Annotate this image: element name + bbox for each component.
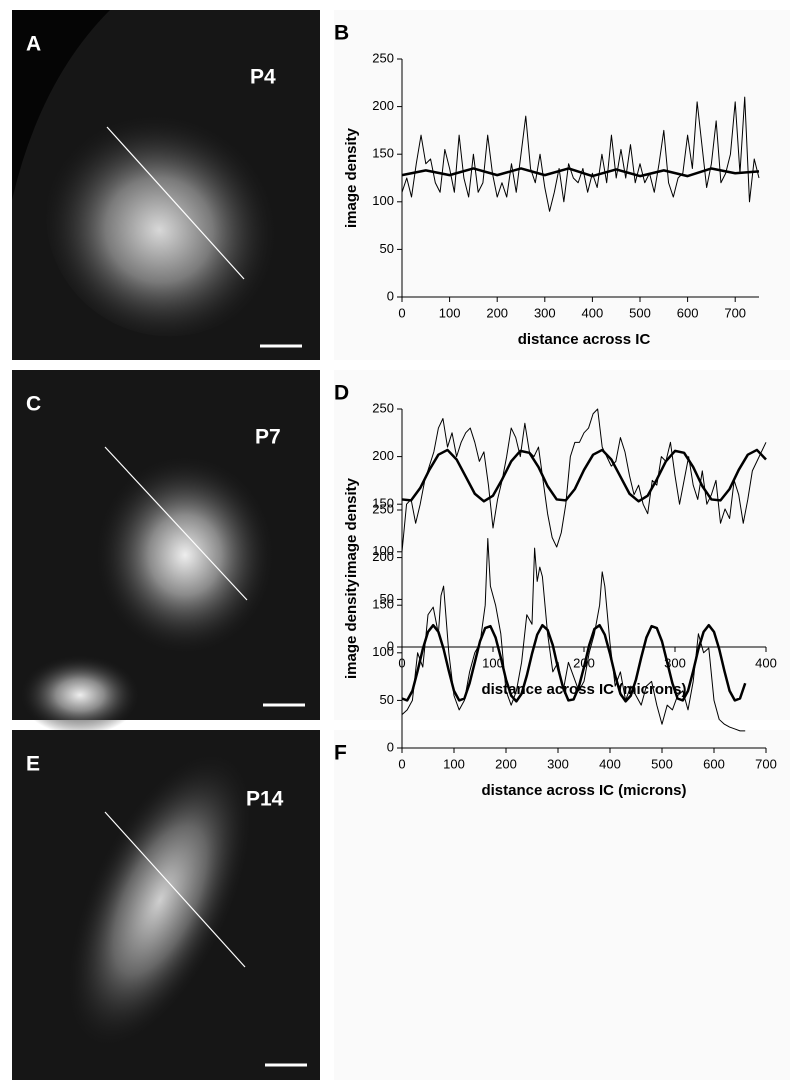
y-tick-label: 100 [372, 644, 394, 659]
x-tick-label: 0 [398, 756, 405, 771]
chart-background [334, 730, 790, 1080]
data-line [401, 448, 767, 503]
panel-age: P7 [255, 426, 281, 449]
y-tick-label: 0 [387, 739, 394, 754]
panel-letter: A [26, 33, 41, 56]
data-line [401, 96, 760, 212]
y-axis-label: image density [343, 127, 360, 228]
data-line [401, 538, 746, 732]
x-tick-label: 200 [486, 305, 508, 320]
y-tick-label: 0 [387, 288, 394, 303]
x-tick-label: 700 [755, 756, 777, 771]
y-tick-label: 250 [372, 50, 394, 65]
y-tick-label: 50 [380, 241, 394, 256]
panel-age: P4 [250, 66, 276, 89]
chart-background [334, 10, 790, 360]
x-tick-label: 100 [439, 305, 461, 320]
x-tick-label: 0 [398, 305, 405, 320]
data-line [401, 408, 767, 552]
x-axis-label: distance across IC (microns) [481, 782, 686, 799]
y-axis-label: image density [343, 477, 360, 578]
y-tick-label: 200 [372, 448, 394, 463]
x-tick-label: 200 [495, 756, 517, 771]
y-tick-label: 50 [380, 692, 394, 707]
data-line [401, 167, 760, 178]
panel-label: F [334, 742, 347, 765]
x-tick-label: 300 [664, 655, 686, 670]
y-tick-label: 100 [372, 193, 394, 208]
y-tick-label: 200 [372, 549, 394, 564]
chart-background [334, 370, 790, 720]
x-tick-label: 300 [547, 756, 569, 771]
data-line [401, 623, 747, 703]
x-tick-label: 400 [599, 756, 621, 771]
x-tick-label: 600 [703, 756, 725, 771]
y-tick-label: 150 [372, 597, 394, 612]
y-tick-label: 0 [387, 638, 394, 653]
x-tick-label: 500 [651, 756, 673, 771]
panel-label: B [334, 22, 349, 45]
y-tick-label: 150 [372, 496, 394, 511]
x-tick-label: 600 [677, 305, 699, 320]
panel-age: P14 [246, 788, 284, 811]
y-axis-label: image density [343, 578, 360, 679]
x-tick-label: 300 [534, 305, 556, 320]
micrograph [12, 370, 320, 735]
x-tick-label: 500 [629, 305, 651, 320]
micrograph [12, 10, 320, 360]
x-axis-label: distance across IC [518, 331, 651, 348]
y-tick-label: 50 [380, 591, 394, 606]
y-tick-label: 250 [372, 400, 394, 415]
panel-letter: E [26, 753, 40, 776]
x-tick-label: 100 [443, 756, 465, 771]
y-tick-label: 100 [372, 543, 394, 558]
y-tick-label: 150 [372, 146, 394, 161]
x-tick-label: 100 [482, 655, 504, 670]
y-tick-label: 200 [372, 98, 394, 113]
y-tick-label: 250 [372, 501, 394, 516]
micrograph [12, 730, 320, 1080]
x-tick-label: 400 [755, 655, 777, 670]
panel-letter: C [26, 393, 41, 416]
panel-label: D [334, 382, 349, 405]
x-tick-label: 400 [582, 305, 604, 320]
x-tick-label: 700 [724, 305, 746, 320]
